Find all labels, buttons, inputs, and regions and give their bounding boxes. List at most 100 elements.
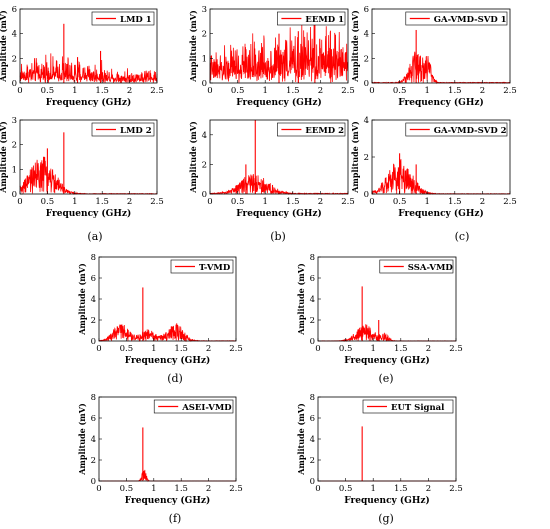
y-tick-label-aseivmd-3: 6 <box>91 414 96 424</box>
legend-box-lmd1 <box>91 11 155 26</box>
series-line-eemd2 <box>209 173 349 195</box>
y-tick-label-gavmd1-2: 4 <box>364 30 369 40</box>
chart-gavmd1: 0 0.5 1 1.5 2 2.5 0 2 4 6 Frequency (GHz) Amplitude… <box>350 5 517 108</box>
chart-gavmd2: 0 0.5 1 1.5 2 2.5 0 2 4 Frequency (GHz) Amplitude … <box>350 116 517 219</box>
x-tick-label-ssavmd-1: 0.5 <box>339 344 353 354</box>
legend-ssavmd: SSA-VMD <box>379 259 454 274</box>
x-tick-label-eemd1-5: 2.5 <box>341 86 355 96</box>
x-tick-label-eut-5: 2.5 <box>449 484 463 494</box>
chart-eut: 0 0.5 1 1.5 2 2.5 0 2 4 6 8 Frequency (GHz) Amplitud… <box>296 393 463 506</box>
series-line-gavmd1 <box>371 51 511 85</box>
series-line-lmd1 <box>19 53 158 84</box>
y-tick-label-lmd2-0: 0 <box>12 190 17 200</box>
y-tick-label-eut-1: 2 <box>310 456 315 466</box>
legend-label-aseivmd: ASEI-VMD <box>181 403 232 413</box>
x-tick-label-aseivmd-2: 1 <box>151 484 156 494</box>
y-tick-label-lmd1-0: 0 <box>12 79 17 89</box>
y-tick-label-tvmd-3: 6 <box>91 274 96 284</box>
y-tick-label-gavmd1-3: 6 <box>364 5 369 15</box>
x-tick-label-eut-2: 1 <box>370 484 375 494</box>
plot-frame-eemd1 <box>209 8 349 84</box>
y-tick-label-eemd2-2: 4 <box>202 131 207 141</box>
y-tick-label-eemd1-2: 2 <box>202 30 207 40</box>
x-tick-label-eemd1-3: 1.5 <box>286 86 300 96</box>
x-axis-label-tvmd: Frequency (GHz) <box>125 355 210 366</box>
x-tick-label-eemd2-4: 2 <box>318 197 323 207</box>
series-line-aseivmd <box>98 469 237 483</box>
x-tick-label-eut-3: 1.5 <box>394 484 408 494</box>
x-tick-label-lmd1-5: 2.5 <box>150 86 164 96</box>
y-tick-label-ssavmd-4: 8 <box>310 253 315 263</box>
x-tick-label-lmd1-1: 0.5 <box>41 86 55 96</box>
x-tick-label-eut-1: 0.5 <box>339 484 353 494</box>
legend-label-ssavmd: SSA-VMD <box>408 263 454 273</box>
x-axis-label-lmd2: Frequency (GHz) <box>46 208 131 219</box>
x-axis-label-lmd1: Frequency (GHz) <box>46 97 131 108</box>
x-tick-label-gavmd2-5: 2.5 <box>503 197 517 207</box>
legend-tvmd: T-VMD <box>170 259 234 274</box>
panel-label-e: (e) <box>378 372 393 385</box>
chart-tvmd: 0 0.5 1 1.5 2 2.5 0 2 4 6 8 Frequency (GHz) Amplitud… <box>77 253 243 366</box>
chart-eemd1: 0 0.5 1 1.5 2 2.5 0 1 2 3 Frequency (GHz) Amplitude… <box>188 5 355 108</box>
x-tick-label-gavmd1-5: 2.5 <box>503 86 517 96</box>
x-tick-label-aseivmd-0: 0 <box>96 484 101 494</box>
x-tick-label-aseivmd-4: 2 <box>206 484 211 494</box>
legend-box-gavmd2 <box>405 122 508 137</box>
plot-frame-eemd2 <box>209 119 349 195</box>
plot-frame-lmd2 <box>19 119 158 195</box>
panel-label-c: (c) <box>455 230 470 243</box>
plot-frame-gavmd1 <box>371 8 511 84</box>
legend-box-lmd2 <box>91 122 155 137</box>
y-tick-label-lmd2-2: 2 <box>12 141 17 151</box>
y-tick-label-eemd1-0: 0 <box>202 79 207 89</box>
x-tick-label-lmd2-0: 0 <box>17 197 22 207</box>
plot-frame-lmd1 <box>19 8 158 84</box>
x-tick-label-ssavmd-2: 1 <box>370 344 375 354</box>
x-tick-label-eemd2-5: 2.5 <box>341 197 355 207</box>
x-tick-label-gavmd2-3: 1.5 <box>448 197 462 207</box>
y-tick-label-ssavmd-3: 6 <box>310 274 315 284</box>
y-axis-label-gavmd1: Amplitude (mV) <box>350 10 360 83</box>
y-tick-label-aseivmd-0: 0 <box>91 477 96 487</box>
legend-label-eemd1: EEMD 1 <box>305 15 344 25</box>
y-axis-label-eut: Amplitude (mV) <box>296 403 306 476</box>
x-tick-label-ssavmd-3: 1.5 <box>394 344 408 354</box>
y-tick-label-gavmd1-0: 0 <box>364 79 369 89</box>
y-axis-label-lmd2: Amplitude (mV) <box>0 121 8 194</box>
x-tick-label-ssavmd-5: 2.5 <box>449 344 463 354</box>
x-tick-label-aseivmd-1: 0.5 <box>120 484 134 494</box>
legend-gavmd2: GA-VMD-SVD 2 <box>405 122 508 137</box>
legend-lmd1: LMD 1 <box>91 11 155 26</box>
x-tick-label-lmd2-1: 0.5 <box>41 197 55 207</box>
x-tick-label-lmd2-2: 1 <box>72 197 77 207</box>
x-tick-label-eemd1-4: 2 <box>318 86 323 96</box>
legend-gavmd1: GA-VMD-SVD 1 <box>405 11 508 26</box>
panel-label-b: (b) <box>270 230 286 243</box>
panel-label-f: (f) <box>169 512 182 525</box>
y-axis-label-tvmd: Amplitude (mV) <box>77 263 87 336</box>
legend-lmd2: LMD 2 <box>91 122 155 137</box>
x-tick-label-tvmd-2: 1 <box>151 344 156 354</box>
legend-eut: EUT Signal <box>362 399 454 414</box>
legend-label-lmd1: LMD 1 <box>120 15 152 25</box>
legend-box-eut <box>362 399 454 414</box>
y-tick-label-lmd2-3: 3 <box>12 116 17 126</box>
y-tick-label-lmd1-3: 6 <box>12 5 17 15</box>
x-tick-label-ssavmd-0: 0 <box>315 344 320 354</box>
y-axis-label-lmd1: Amplitude (mV) <box>0 10 8 83</box>
x-tick-label-tvmd-5: 2.5 <box>229 344 243 354</box>
y-tick-label-eemd2-1: 2 <box>202 160 207 170</box>
chart-ssavmd: 0 0.5 1 1.5 2 2.5 0 2 4 6 8 Frequency (GHz) Amplitud… <box>296 253 463 366</box>
x-tick-label-gavmd1-3: 1.5 <box>448 86 462 96</box>
legend-label-eemd2: EEMD 2 <box>305 126 344 136</box>
x-tick-label-tvmd-4: 2 <box>206 344 211 354</box>
y-tick-label-eut-4: 8 <box>310 393 315 403</box>
y-tick-label-aseivmd-1: 2 <box>91 456 96 466</box>
legend-box-tvmd <box>170 259 234 274</box>
legend-box-eemd2 <box>277 122 346 137</box>
x-tick-label-gavmd2-0: 0 <box>369 197 374 207</box>
x-tick-label-lmd2-5: 2.5 <box>150 197 164 207</box>
x-tick-label-gavmd2-1: 0.5 <box>393 197 407 207</box>
x-axis-label-gavmd1: Frequency (GHz) <box>398 97 483 108</box>
x-tick-label-lmd2-4: 2 <box>127 197 132 207</box>
